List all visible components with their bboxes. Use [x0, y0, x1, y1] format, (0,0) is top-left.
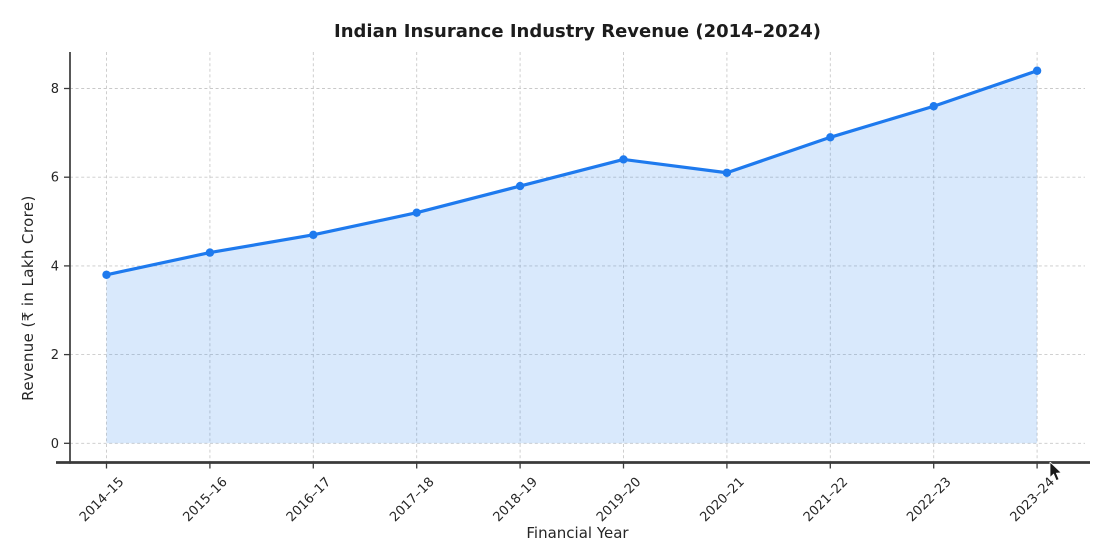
chart-title: Indian Insurance Industry Revenue (2014–… [334, 21, 821, 42]
data-point [722, 168, 732, 177]
data-point [309, 230, 318, 240]
x-tick-label: 2020–21 [697, 475, 747, 525]
x-tick-label: 2019–20 [594, 475, 644, 525]
y-tick-label: 6 [51, 171, 59, 186]
y-tick-label: 0 [51, 437, 59, 452]
revenue-line [104, 69, 1039, 277]
data-point [929, 102, 938, 111]
x-tick-label: 2015–16 [180, 475, 230, 525]
x-axis-label: Financial Year [526, 524, 629, 542]
y-tick-label: 2 [51, 348, 59, 363]
data-point [205, 248, 215, 257]
data-point [826, 133, 835, 142]
x-tick-label: 2023–24 [1008, 475, 1058, 525]
area-fill [106, 70, 1038, 444]
data-point [515, 181, 525, 191]
x-tick-label: 2014–15 [77, 475, 127, 525]
x-tick-label: 2022–23 [904, 475, 954, 525]
x-tick-label: 2021–22 [801, 475, 851, 525]
data-point [412, 208, 421, 217]
y-tick-label: 8 [51, 82, 59, 97]
y-tick-label: 4 [51, 259, 59, 274]
data-point [102, 270, 111, 279]
x-tick-label: 2016–17 [284, 475, 334, 525]
data-point [1032, 66, 1042, 75]
x-tick-label: 2017–18 [387, 475, 437, 525]
x-tick-label: 2018–19 [491, 475, 541, 525]
mouse-cursor-icon [1049, 462, 1063, 482]
data-point [619, 155, 628, 164]
